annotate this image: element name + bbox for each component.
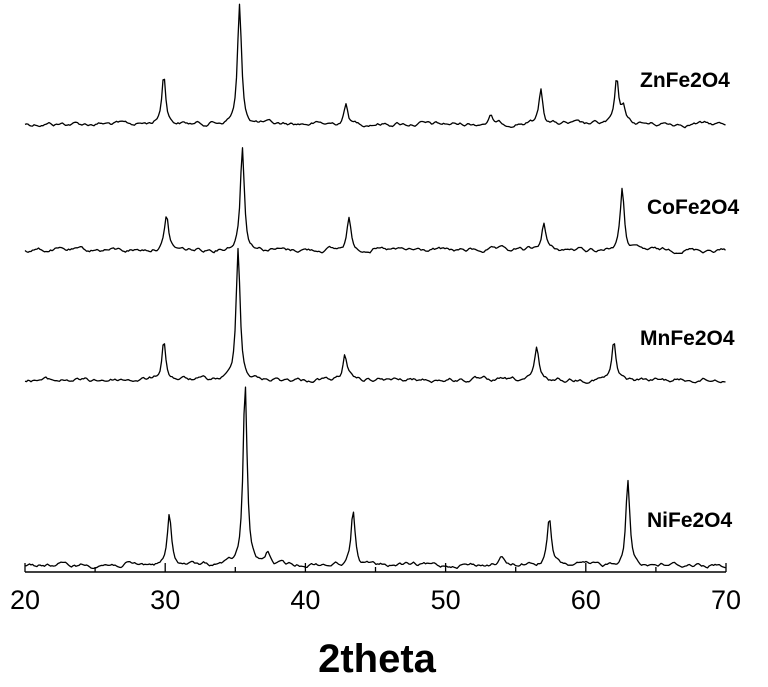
- series-label-znfe2o4: ZnFe2O4: [640, 69, 730, 92]
- trace-nife2o4: [24, 386, 726, 570]
- tick-label-70: 70: [711, 585, 741, 615]
- series-label-nife2o4: NiFe2O4: [647, 509, 733, 532]
- series-labels-group: ZnFe2O4 CoFe2O4 MnFe2O4 NiFe2O4: [640, 69, 740, 532]
- trace-cofe2o4: [24, 147, 726, 255]
- trace-znfe2o4: [24, 3, 726, 129]
- traces-group: [24, 3, 726, 570]
- series-label-cofe2o4: CoFe2O4: [647, 196, 740, 219]
- tick-label-20: 20: [10, 585, 40, 615]
- x-ticks-group: 20 30 40 50 60 70: [10, 563, 741, 615]
- tick-label-60: 60: [571, 585, 601, 615]
- x-axis-label: 2theta: [318, 637, 437, 681]
- tick-label-40: 40: [290, 585, 320, 615]
- series-label-mnfe2o4: MnFe2O4: [640, 327, 735, 350]
- tick-label-50: 50: [431, 585, 461, 615]
- trace-mnfe2o4: [24, 247, 726, 384]
- tick-label-30: 30: [150, 585, 180, 615]
